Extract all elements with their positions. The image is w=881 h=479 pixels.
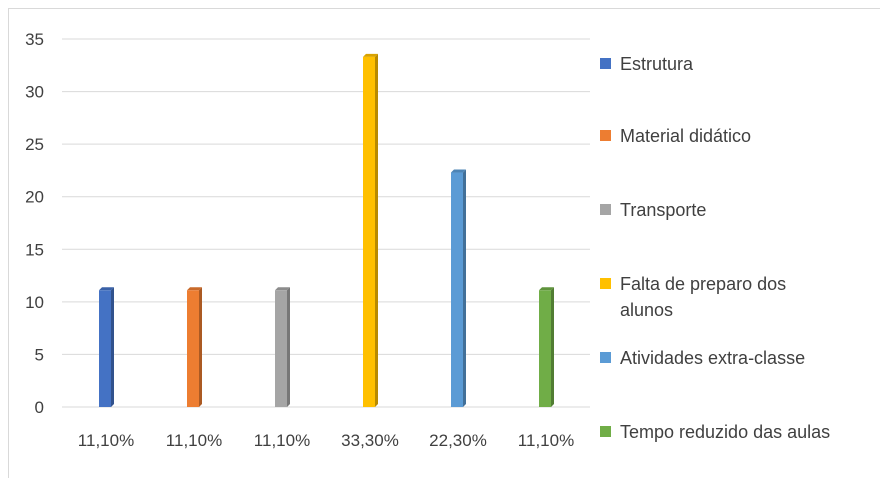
bar-top	[99, 287, 114, 291]
x-category-label: 11,10%	[78, 431, 134, 450]
legend-item: Falta de preparo dos alunos	[600, 274, 786, 320]
legend-label: Transporte	[620, 200, 706, 220]
bar-side	[463, 169, 466, 407]
y-axis-ticks: 0 5 10 15 20 25 30 35	[25, 30, 44, 417]
bar-side	[111, 287, 114, 407]
bar-4	[363, 53, 378, 407]
bar-front	[539, 290, 551, 407]
legend-item: Tempo reduzido das aulas	[600, 422, 830, 442]
x-category-label: 22,30%	[429, 431, 487, 450]
x-axis-categories: 11,10% 11,10% 11,10% 33,30% 22,30% 11,10%	[78, 431, 574, 450]
legend-label: Estrutura	[620, 54, 694, 74]
legend-swatch	[600, 58, 611, 69]
gridlines	[62, 38, 590, 408]
x-category-label: 33,30%	[341, 431, 399, 450]
chart-frame	[8, 8, 880, 478]
bar-side	[199, 287, 202, 407]
bar-side	[551, 287, 554, 407]
legend-item: Transporte	[600, 200, 706, 220]
legend-label: Atividades extra-classe	[620, 348, 805, 368]
bar-2	[187, 287, 202, 407]
bar-front	[99, 290, 111, 407]
bar-side	[375, 53, 378, 407]
bar-top	[275, 287, 290, 291]
legend-label: Tempo reduzido das aulas	[620, 422, 830, 442]
legend-item: Atividades extra-classe	[600, 348, 805, 368]
x-category-label: 11,10%	[254, 431, 310, 450]
y-tick-label: 5	[35, 345, 44, 364]
bar-top	[187, 287, 202, 291]
y-tick-label: 10	[25, 293, 44, 312]
bar-front	[275, 290, 287, 407]
bar-side	[287, 287, 290, 407]
y-tick-label: 20	[25, 188, 44, 207]
bar-6	[539, 287, 554, 407]
y-tick-label: 25	[25, 135, 44, 154]
legend-item: Estrutura	[600, 54, 694, 74]
bar-front	[187, 290, 199, 407]
legend-swatch	[600, 426, 611, 437]
y-tick-label: 0	[35, 398, 44, 417]
y-tick-label: 35	[25, 30, 44, 49]
bar-1	[99, 287, 114, 407]
bar-5	[451, 169, 466, 407]
legend-label: Falta de preparo dos alunos	[620, 274, 786, 320]
bar-top	[363, 53, 378, 57]
legend-swatch	[600, 278, 611, 289]
legend-swatch	[600, 204, 611, 215]
legend-item: Material didático	[600, 126, 751, 146]
bar-top	[451, 169, 466, 173]
legend-label: Material didático	[620, 126, 751, 146]
bar-front	[363, 56, 375, 407]
bar-3	[275, 287, 290, 407]
legend: Estrutura Material didático Transporte Falt…	[600, 54, 830, 442]
x-category-label: 11,10%	[166, 431, 222, 450]
y-tick-label: 30	[25, 83, 44, 102]
legend-swatch	[600, 130, 611, 141]
bar-front	[451, 172, 463, 407]
legend-swatch	[600, 352, 611, 363]
bars	[99, 53, 554, 407]
bar-top	[539, 287, 554, 291]
y-tick-label: 15	[25, 240, 44, 259]
x-category-label: 11,10%	[518, 431, 574, 450]
